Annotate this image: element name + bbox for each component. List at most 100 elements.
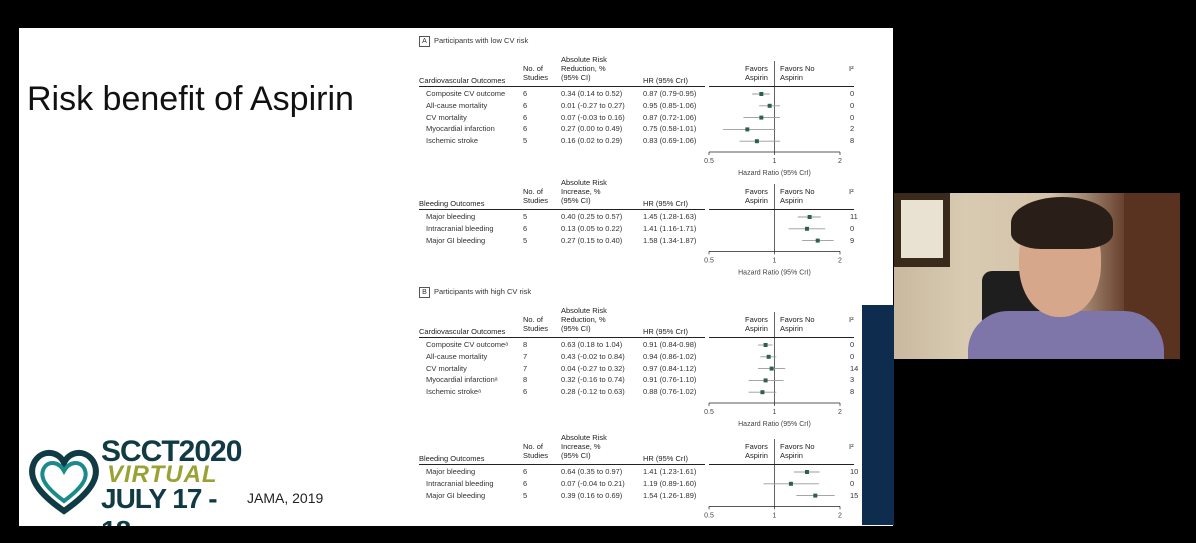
slide-title: Risk benefit of Aspirin [27, 80, 354, 118]
studies-header: No. of Studies [523, 64, 549, 82]
outcome-label: Intracranial bleeding [426, 478, 494, 488]
i2-header: I² [849, 442, 854, 451]
risk-header: Absolute Risk Increase, % (95% CI) [561, 433, 607, 460]
outcome-header: Cardiovascular Outcomes [419, 327, 506, 336]
favors-no-aspirin-header: Favors No Aspirin [780, 187, 815, 205]
point-estimate-marker [813, 493, 818, 498]
hazard-ratio-value: 0.75 (0.58-1.01) [643, 124, 697, 134]
studies-count: 8 [523, 340, 528, 349]
hazard-ratio-value: 1.41 (1.16-1.71) [643, 223, 697, 233]
i2-value: 15 [850, 490, 859, 500]
hazard-ratio-value: 0.83 (0.69-1.06) [643, 136, 697, 146]
hr-header: HR (95% CrI) [643, 199, 689, 208]
axis-tick-label: 2 [838, 409, 842, 416]
absolute-risk-value: 0.34 (0.14 to 0.52) [561, 89, 623, 98]
shared-screen-edge [862, 305, 894, 525]
hazard-ratio-value: 0.94 (0.86-1.02) [643, 351, 697, 361]
hazard-ratio-value: 1.19 (0.89-1.60) [643, 478, 697, 488]
studies-count: 6 [523, 467, 528, 476]
header-rule-right [709, 464, 854, 465]
forest-plot: 0.5 1 2 Hazard Ratio (95% CrI) [704, 184, 842, 276]
point-estimate-marker [804, 226, 809, 231]
outcome-label: Major GI bleeding [426, 490, 486, 500]
i2-value: 0 [850, 478, 855, 488]
i2-value: 0 [850, 351, 855, 361]
panel-letter: A [419, 36, 430, 47]
i2-value: 0 [850, 223, 855, 233]
header-rule [419, 464, 705, 465]
studies-count: 6 [523, 112, 528, 122]
axis-tick-label: 1 [773, 257, 777, 264]
axis-tick-label: 0.5 [704, 257, 714, 264]
header-rule-right [709, 337, 854, 338]
absolute-risk-value: 0.07 (-0.03 to 0.16) [561, 112, 625, 122]
axis-tick-label: 1 [773, 158, 777, 165]
point-estimate-marker [767, 103, 772, 108]
person-body [968, 311, 1164, 359]
studies-header: No. of Studies [523, 442, 549, 460]
citation: JAMA, 2019 [247, 490, 324, 506]
outcome-label: Major GI bleeding [426, 235, 486, 245]
studies-count: 5 [523, 235, 528, 245]
point-estimate-marker [766, 354, 771, 359]
hazard-ratio-value: 0.97 (0.84-1.12) [643, 363, 697, 373]
point-estimate-marker [759, 115, 764, 120]
favors-no-aspirin-header: Favors No Aspirin [780, 64, 815, 82]
point-estimate-marker [763, 343, 768, 347]
point-estimate-marker [763, 378, 768, 383]
point-estimate-marker [807, 215, 812, 219]
outcome-header: Cardiovascular Outcomes [419, 76, 506, 85]
absolute-risk-value: 0.04 (-0.27 to 0.32) [561, 363, 625, 373]
studies-count: 6 [523, 478, 528, 488]
i2-value: 8 [850, 387, 855, 397]
axis-tick-label: 1 [773, 409, 777, 416]
i2-value: 3 [850, 375, 855, 385]
panel-label: B Participants with high CV risk [419, 287, 531, 298]
point-estimate-marker [788, 481, 793, 486]
i2-value: 10 [850, 467, 859, 476]
outcome-label: CV mortality [426, 112, 467, 122]
axis-tick-label: 0.5 [704, 158, 714, 165]
header-rule [419, 337, 705, 338]
favors-aspirin-header: Favors Aspirin [745, 187, 768, 205]
wall-frame [894, 193, 950, 267]
outcome-header: Bleeding Outcomes [419, 199, 485, 208]
absolute-risk-value: 0.32 (-0.16 to 0.74) [561, 375, 625, 385]
hazard-ratio-value: 0.87 (0.79-0.95) [643, 89, 697, 98]
studies-count: 5 [523, 136, 528, 146]
i2-value: 8 [850, 136, 855, 146]
axis-title: Hazard Ratio (95% CrI) [738, 170, 811, 177]
i2-header: I² [849, 64, 854, 73]
point-estimate-marker [759, 92, 764, 96]
outcome-header: Bleeding Outcomes [419, 454, 485, 463]
outcome-label: Myocardial infarctionᵃ [426, 375, 498, 385]
outcome-label: CV mortality [426, 363, 467, 373]
absolute-risk-value: 0.43 (-0.02 to 0.84) [561, 351, 625, 361]
i2-value: 14 [850, 363, 859, 373]
studies-count: 5 [523, 212, 528, 221]
axis-title: Hazard Ratio (95% CrI) [738, 421, 811, 428]
header-rule-right [709, 209, 854, 210]
point-estimate-marker [769, 366, 774, 371]
outcome-label: All-cause mortality [426, 100, 488, 110]
point-estimate-marker [804, 470, 809, 474]
favors-aspirin-header: Favors Aspirin [745, 442, 768, 460]
forest-plot: 0.5 1 2 Hazard Ratio (95% CrI) [704, 61, 842, 177]
absolute-risk-value: 0.27 (0.15 to 0.40) [561, 235, 623, 245]
axis-tick-label: 2 [838, 512, 842, 519]
outcome-label: Composite CV outcomeᵃ [426, 340, 508, 349]
absolute-risk-value: 0.63 (0.18 to 1.04) [561, 340, 623, 349]
axis-title: Hazard Ratio (95% CrI) [738, 269, 811, 276]
axis-tick-label: 2 [838, 257, 842, 264]
outcome-label: Composite CV outcome [426, 89, 506, 98]
absolute-risk-value: 0.27 (0.00 to 0.49) [561, 124, 623, 134]
studies-header: No. of Studies [523, 187, 549, 205]
hazard-ratio-value: 0.95 (0.85-1.06) [643, 100, 697, 110]
person-hair [1011, 197, 1113, 249]
studies-header: No. of Studies [523, 315, 549, 333]
i2-value: 0 [850, 340, 855, 349]
i2-header: I² [849, 315, 854, 324]
studies-count: 8 [523, 375, 528, 385]
favors-aspirin-header: Favors Aspirin [745, 64, 768, 82]
outcome-label: Ischemic stroke [426, 136, 479, 146]
